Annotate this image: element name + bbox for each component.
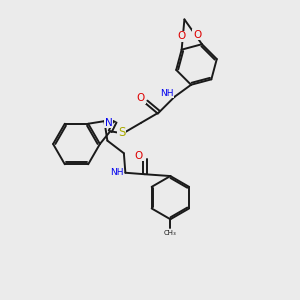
Text: N: N [105, 118, 112, 128]
Text: S: S [118, 126, 125, 139]
Text: NH: NH [160, 89, 174, 98]
Text: NH: NH [110, 168, 124, 177]
Text: O: O [177, 31, 185, 41]
Text: O: O [193, 30, 201, 40]
Text: CH₃: CH₃ [164, 230, 177, 236]
Text: O: O [137, 93, 145, 103]
Text: O: O [135, 151, 143, 161]
